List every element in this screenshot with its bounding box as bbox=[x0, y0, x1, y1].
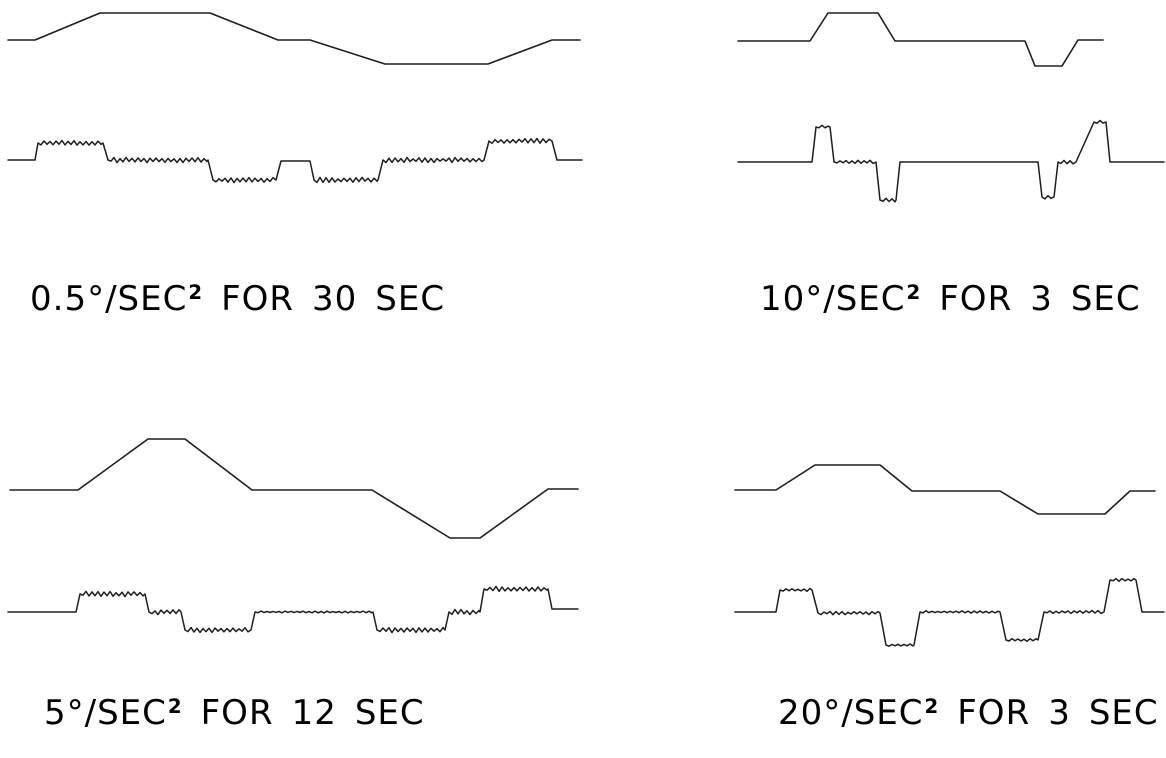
panel-label-0-5-deg: 0.5°/SEC2 FOR 30 SEC bbox=[30, 282, 445, 316]
rate-text: 0.5°/SEC bbox=[30, 279, 188, 319]
rate-text: 20°/SEC bbox=[778, 693, 924, 733]
for-text: FOR bbox=[221, 279, 295, 319]
panel-label-10-deg: 10°/SEC2 FOR 3 SEC bbox=[760, 282, 1141, 316]
acceleration-trace-5-deg bbox=[7, 585, 579, 634]
velocity-trace-5-deg bbox=[9, 438, 579, 539]
velocity-trace-0-5-deg bbox=[7, 12, 581, 65]
exponent-text: 2 bbox=[924, 695, 940, 719]
unit-text: SEC bbox=[354, 693, 425, 733]
rate-text: 10°/SEC bbox=[760, 279, 906, 319]
for-text: FOR bbox=[939, 279, 1013, 319]
unit-text: SEC bbox=[1088, 693, 1159, 733]
velocity-trace-20-deg bbox=[734, 464, 1156, 515]
acceleration-trace-0-5-deg bbox=[7, 137, 583, 184]
acceleration-trace-20-deg bbox=[734, 577, 1165, 647]
trace-group bbox=[7, 12, 1165, 647]
velocity-trace-10-deg bbox=[737, 12, 1104, 67]
duration-text: 12 bbox=[291, 693, 337, 733]
duration-text: 3 bbox=[1048, 693, 1071, 733]
exponent-text: 2 bbox=[167, 695, 183, 719]
exponent-text: 2 bbox=[188, 281, 204, 305]
panel-label-5-deg: 5°/SEC2 FOR 12 SEC bbox=[44, 696, 425, 730]
acceleration-trace-10-deg bbox=[737, 119, 1165, 203]
for-text: FOR bbox=[200, 693, 274, 733]
rate-text: 5°/SEC bbox=[44, 693, 167, 733]
duration-text: 3 bbox=[1030, 279, 1053, 319]
for-text: FOR bbox=[957, 693, 1031, 733]
exponent-text: 2 bbox=[906, 281, 922, 305]
unit-text: SEC bbox=[375, 279, 446, 319]
duration-text: 30 bbox=[312, 279, 358, 319]
panel-label-20-deg: 20°/SEC2 FOR 3 SEC bbox=[778, 696, 1159, 730]
unit-text: SEC bbox=[1070, 279, 1141, 319]
